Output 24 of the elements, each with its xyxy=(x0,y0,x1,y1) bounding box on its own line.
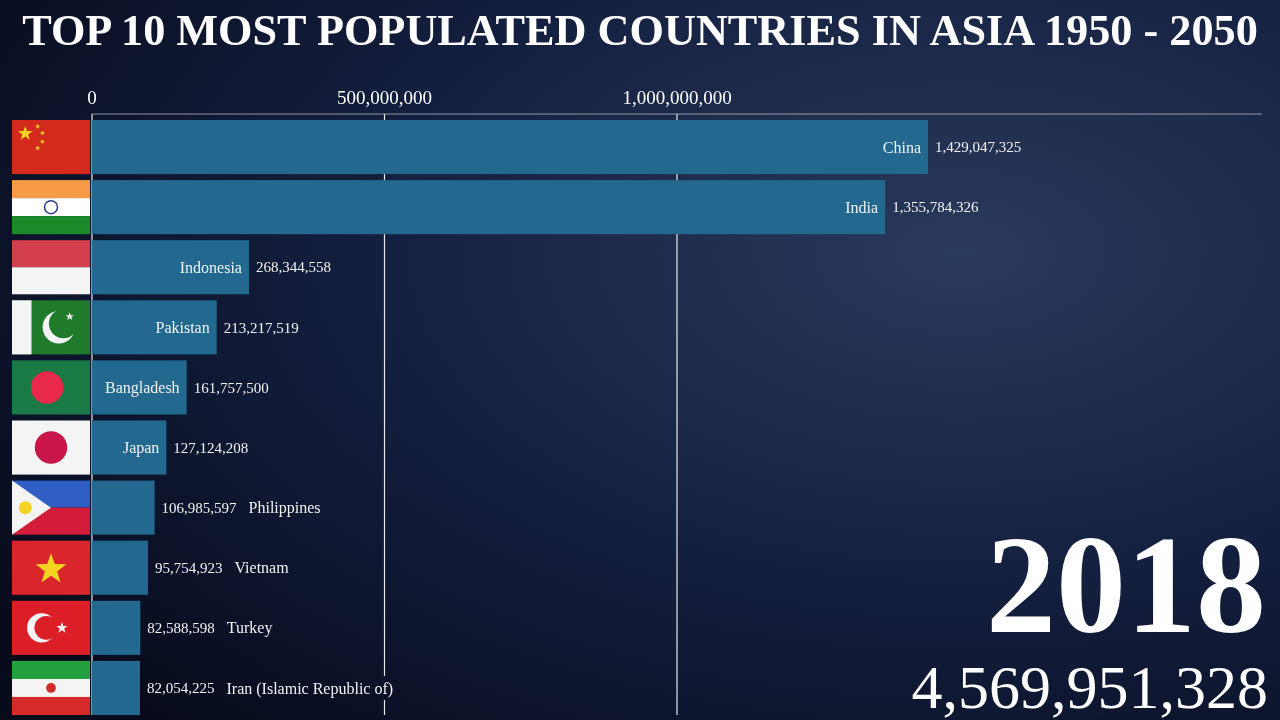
y-tick-label: Indonesia xyxy=(179,258,242,276)
y-tick-label: Philippines xyxy=(248,499,321,518)
y-tick-label: Japan xyxy=(122,439,160,458)
data-label: 1,429,047,325 xyxy=(934,139,1022,156)
data-label: 161,757,500 xyxy=(193,379,269,396)
y-tick-label: China xyxy=(882,138,921,156)
data-label: 127,124,208 xyxy=(173,439,249,456)
x-tick-label: 500,000,000 xyxy=(337,87,432,108)
data-label: 213,217,519 xyxy=(223,319,299,336)
data-label: 95,754,923 xyxy=(155,560,223,576)
chart-title: TOP 10 MOST POPULATED COUNTRIES IN ASIA 1950 - 2050 xyxy=(22,6,1258,55)
y-tick-label: Pakistan xyxy=(155,318,210,336)
data-label: 1,355,784,326 xyxy=(892,199,979,216)
data-label: 82,588,598 xyxy=(147,620,215,637)
y-tick-label: Turkey xyxy=(226,619,273,638)
data-label: 106,985,597 xyxy=(161,499,238,516)
data-label: 268,344,558 xyxy=(255,259,331,276)
y-tick-label: India xyxy=(845,198,879,216)
y-tick-label: Iran (Islamic Republic of) xyxy=(226,679,394,698)
x-tick-label: 1,000,000,000 xyxy=(622,87,732,108)
x-tick-label: 0 xyxy=(87,87,97,108)
y-tick-label: Bangladesh xyxy=(104,379,180,398)
data-label: 82,054,225 xyxy=(147,680,215,697)
y-tick-label: Vietnam xyxy=(234,559,290,577)
